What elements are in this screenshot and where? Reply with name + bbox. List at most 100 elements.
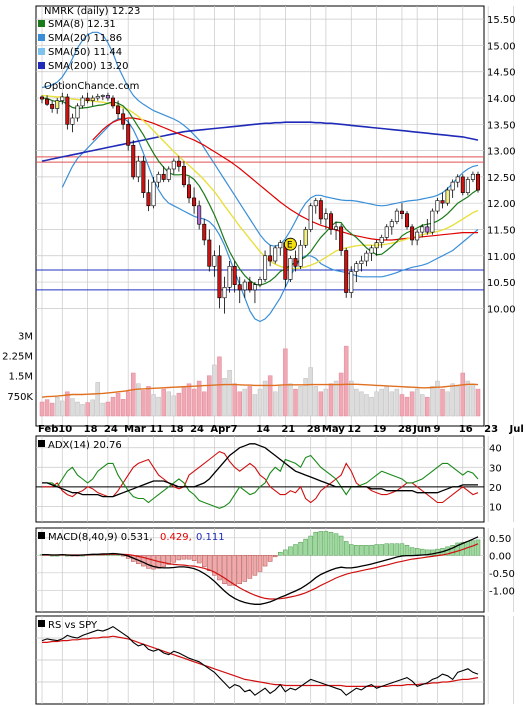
- macd-histogram-bar: [343, 541, 349, 556]
- candle-body: [257, 279, 262, 285]
- candle-body: [435, 200, 440, 212]
- watermark: OptionChance.com: [44, 81, 139, 92]
- volume-bar: [389, 391, 395, 417]
- x-tick-label: 19: [373, 424, 387, 435]
- legend-ticker: NMRK (daily) 12.23: [44, 6, 140, 17]
- macd-histogram-bar: [475, 539, 481, 556]
- candle-body: [181, 166, 186, 186]
- candle-body: [470, 173, 475, 180]
- volume-bar: [141, 390, 146, 417]
- volume-bar: [181, 386, 187, 417]
- rs-line: [41, 625, 479, 696]
- macd-tick-label: 0.00: [489, 551, 511, 562]
- candle-body: [415, 231, 420, 241]
- candle-body: [425, 226, 430, 233]
- volume-bar: [125, 391, 131, 417]
- price-tick-label: 15.50: [487, 15, 516, 26]
- volume-bar: [131, 372, 136, 417]
- candle-body: [450, 181, 455, 191]
- candle-body: [399, 210, 404, 214]
- volume-bar: [257, 388, 263, 417]
- plus-di-line: [42, 454, 479, 509]
- legend-sma8: SMA(8) 12.31: [48, 19, 116, 30]
- x-tick-label: Jun: [412, 424, 431, 435]
- candle-body: [217, 255, 222, 299]
- volume-bar: [364, 394, 369, 417]
- candle-body: [268, 255, 273, 262]
- price-tick-label: 15.00: [487, 41, 516, 52]
- candle-body: [339, 226, 344, 251]
- candle-body: [156, 173, 161, 183]
- x-tick-label: 14: [256, 424, 270, 435]
- legend-swatch-sma8: [38, 20, 45, 27]
- macd-legend-swatch: [38, 532, 45, 539]
- x-tick-label: 28: [398, 424, 412, 435]
- macd-histogram-bar: [201, 555, 207, 568]
- candle-body: [293, 258, 298, 267]
- macd-histogram-bar: [430, 549, 435, 556]
- candle-body: [151, 181, 156, 207]
- x-tick-label: Mar: [124, 424, 146, 435]
- macd-histogram-bar: [389, 543, 395, 556]
- price-tick-label: 13.50: [487, 120, 516, 131]
- candle-body: [197, 205, 202, 225]
- volume-bar: [404, 396, 410, 417]
- candle-body: [298, 244, 303, 267]
- candle-body: [475, 173, 480, 191]
- x-tick-label: 11: [150, 424, 164, 435]
- volume-average-line: [41, 383, 479, 398]
- candle-body: [445, 189, 450, 204]
- x-tick-label: 24: [190, 424, 204, 435]
- macd-histogram-bar: [242, 555, 248, 582]
- volume-bar: [465, 380, 471, 417]
- volume-bar: [455, 386, 460, 417]
- volume-bar: [166, 391, 171, 417]
- macd-histogram-bar: [212, 555, 217, 576]
- adx-tick-label: 40: [489, 444, 502, 455]
- x-tick-label: 24: [104, 424, 118, 435]
- candle-body: [39, 96, 44, 100]
- x-tick-label: 16: [459, 424, 473, 435]
- volume-bar: [470, 383, 476, 417]
- price-tick-label: 14.00: [487, 94, 516, 105]
- candle-body: [50, 104, 55, 109]
- macd-histogram-bar: [272, 555, 278, 558]
- candle-body: [460, 176, 465, 193]
- volume-bar: [75, 401, 80, 417]
- x-tick-label: 23: [484, 424, 498, 435]
- x-tick-label: May: [322, 424, 345, 435]
- volume-bar: [70, 398, 75, 417]
- macd-histogram-bar: [283, 549, 288, 556]
- volume-bar: [303, 378, 308, 417]
- volume-bar: [151, 394, 156, 417]
- volume-bar: [196, 380, 202, 417]
- volume-bar: [115, 392, 121, 417]
- candle-body: [405, 213, 410, 228]
- volume-bar: [409, 391, 415, 417]
- x-tick-label: 18: [84, 424, 98, 435]
- rs-series: [41, 625, 479, 696]
- volume-bar: [237, 391, 242, 417]
- candle-body: [45, 98, 50, 105]
- x-tick-label: 10: [58, 424, 72, 435]
- macd-histogram-bar: [232, 555, 237, 586]
- candle-body: [420, 226, 425, 233]
- price-tick-label: 12.00: [487, 199, 516, 210]
- price-tick-label: 11.00: [487, 252, 516, 263]
- rs-legend: RS vs SPY: [48, 620, 98, 631]
- rs-legend-swatch: [38, 620, 45, 627]
- volume-bar: [460, 372, 466, 417]
- x-tick-label: 28: [307, 424, 321, 435]
- volume-bar: [298, 386, 303, 417]
- macd-histogram-bar: [313, 531, 319, 556]
- volume-bar: [65, 391, 70, 417]
- volume-bar: [262, 380, 268, 417]
- volume-bar: [44, 399, 50, 417]
- macd-tick-label: -0.50: [489, 569, 515, 580]
- adx-legend: ADX(14) 20.76: [48, 440, 122, 451]
- candle-body: [121, 113, 126, 125]
- volume-bar: [338, 372, 344, 417]
- price-series: E: [36, 31, 484, 323]
- price-tick-label: 14.50: [487, 68, 516, 79]
